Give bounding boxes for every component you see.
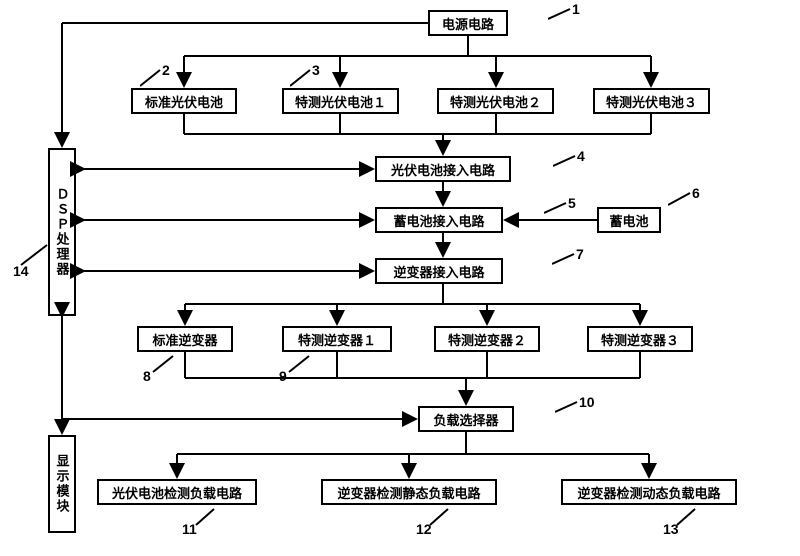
connector-layer xyxy=(0,0,800,556)
